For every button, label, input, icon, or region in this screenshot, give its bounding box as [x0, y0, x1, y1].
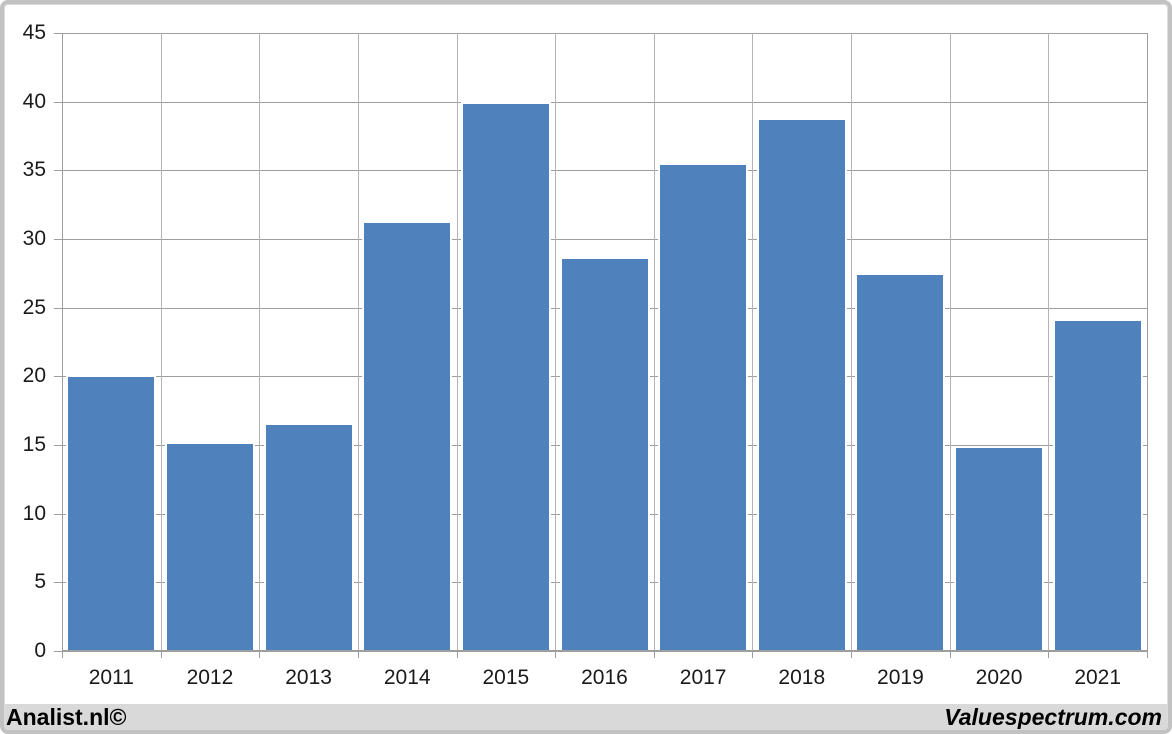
x-tick-label: 2015	[482, 666, 530, 689]
bar	[66, 374, 157, 651]
bar	[855, 273, 946, 651]
x-tick-label: 2018	[778, 666, 826, 689]
footer-bar: Analist.nl© Valuespectrum.com	[4, 704, 1168, 730]
y-tick-label: 35	[22, 158, 46, 182]
x-tick-label: 2012	[186, 666, 234, 689]
bar	[1052, 318, 1143, 651]
y-axis-tick	[54, 445, 62, 446]
bar	[362, 221, 453, 651]
vertical-gridline	[555, 33, 557, 651]
bar	[559, 256, 650, 651]
horizontal-gridline	[62, 33, 1147, 34]
x-tick-label: 2014	[383, 666, 431, 689]
y-tick-label: 15	[22, 433, 46, 456]
y-tick-label: 10	[22, 501, 46, 525]
y-tick-label: 40	[22, 89, 46, 113]
y-axis-tick	[54, 651, 62, 652]
vertical-gridline	[949, 33, 951, 651]
vertical-gridline	[259, 33, 261, 651]
y-tick-label: 25	[22, 295, 46, 319]
y-axis-tick	[54, 582, 62, 584]
y-tick-label: 30	[22, 227, 46, 250]
y-tick-label: 20	[22, 364, 46, 388]
x-tick-label: 2013	[285, 666, 332, 689]
vertical-gridline	[1048, 33, 1050, 651]
horizontal-gridline	[62, 101, 1147, 103]
bar	[164, 442, 255, 651]
y-axis-tick	[54, 376, 62, 378]
y-axis-tick	[54, 33, 62, 34]
x-tick-label: 2020	[975, 666, 1023, 689]
vertical-gridline	[456, 33, 458, 651]
x-axis-tick	[357, 651, 359, 658]
bar	[263, 423, 354, 651]
horizontal-gridline	[62, 239, 1147, 240]
bar	[954, 446, 1045, 651]
bar	[658, 163, 749, 651]
plot-border	[1147, 33, 1148, 651]
x-axis-tick	[653, 651, 655, 658]
y-axis-tick	[54, 307, 62, 309]
y-tick-label: 45	[22, 21, 46, 44]
vertical-gridline	[357, 33, 359, 651]
bar	[460, 101, 551, 651]
y-axis-tick	[54, 101, 62, 103]
x-axis-tick	[456, 651, 458, 658]
x-axis-tick	[949, 651, 951, 658]
horizontal-gridline	[62, 170, 1147, 172]
x-tick-label: 2019	[877, 666, 924, 689]
bar	[756, 118, 847, 651]
x-axis-tick	[555, 651, 557, 658]
vertical-gridline	[653, 33, 655, 651]
x-axis-tick	[259, 651, 261, 658]
vertical-gridline	[851, 33, 853, 651]
x-axis-line	[62, 650, 1147, 652]
x-tick-label: 2021	[1074, 666, 1122, 689]
plot-border	[62, 33, 63, 651]
x-axis-tick	[851, 651, 853, 658]
y-tick-label: 0	[34, 639, 46, 662]
source-analist-label: Analist.nl©	[6, 703, 127, 730]
x-axis-tick	[160, 651, 162, 658]
y-axis-tick	[54, 239, 62, 240]
y-axis-tick	[54, 170, 62, 172]
x-axis-tick	[1048, 651, 1050, 658]
x-axis-tick	[62, 651, 63, 658]
vertical-gridline	[160, 33, 162, 651]
x-axis-tick	[1147, 651, 1148, 658]
y-tick-label: 5	[34, 570, 46, 594]
x-tick-label: 2011	[88, 666, 134, 689]
y-axis-tick	[54, 513, 62, 515]
vertical-gridline	[752, 33, 754, 651]
source-valuespectrum-label: Valuespectrum.com	[944, 703, 1162, 730]
x-tick-label: 2017	[679, 666, 727, 689]
x-axis-tick	[752, 651, 754, 658]
x-tick-label: 2016	[581, 666, 628, 689]
